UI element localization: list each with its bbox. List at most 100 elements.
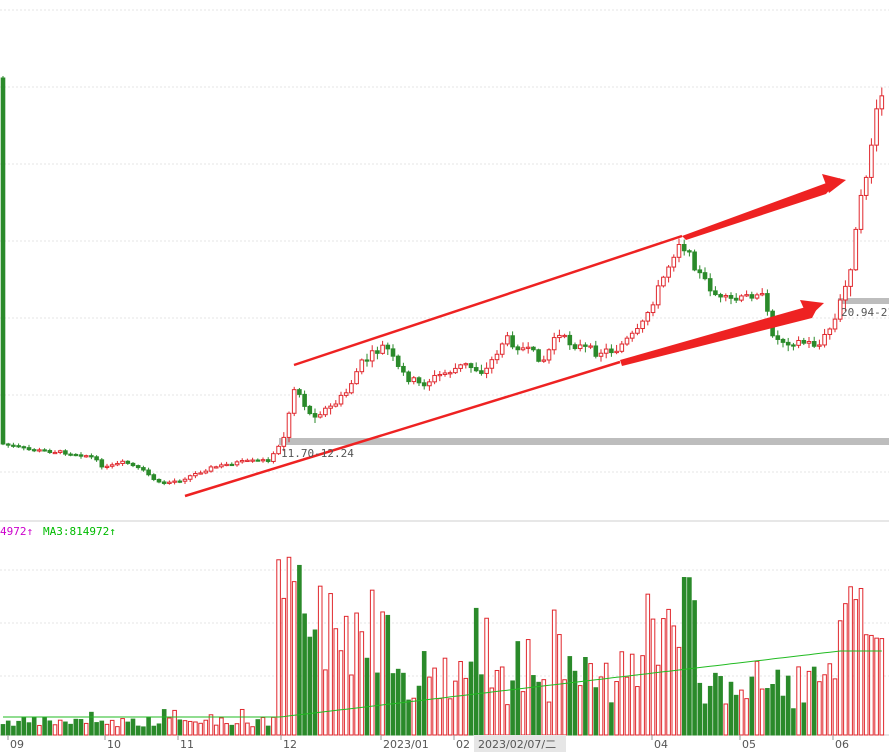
volume-bar [655, 664, 661, 736]
candle [468, 362, 474, 373]
candle [687, 249, 692, 257]
candle [832, 313, 838, 333]
candle [874, 99, 879, 152]
candle [442, 369, 448, 377]
volume-bar [557, 634, 562, 736]
candle [375, 346, 380, 360]
volume-bar [177, 719, 183, 736]
candle [567, 331, 573, 350]
volume-bar [276, 559, 281, 736]
volume-bar [853, 599, 859, 736]
channel-lower-line [184, 360, 621, 498]
candle [364, 353, 370, 367]
candle [333, 400, 339, 408]
volume-bar [650, 618, 656, 736]
volume-bar [863, 634, 869, 736]
candle [603, 343, 609, 359]
volume-bar [858, 587, 864, 736]
candle [806, 337, 812, 349]
volume-bar [193, 721, 198, 736]
candle [728, 292, 734, 305]
volume-bar [109, 719, 115, 736]
candle [343, 388, 349, 398]
candle [520, 342, 526, 352]
volume-bar [115, 726, 120, 736]
candle [297, 387, 302, 398]
candle [250, 457, 255, 463]
candle [853, 227, 859, 271]
volume-bar [432, 667, 437, 736]
volume-bar [47, 720, 53, 736]
volume-bar [323, 669, 328, 736]
volume-bar [349, 674, 354, 736]
candle [21, 445, 27, 451]
x-tick-label: 09 [10, 738, 24, 751]
x-tick-label: 2023/01 [383, 738, 429, 751]
volume-bar [713, 672, 718, 736]
candle [427, 378, 432, 391]
candle [749, 291, 755, 302]
candle [676, 238, 682, 263]
candle [187, 474, 193, 482]
candle [494, 350, 500, 364]
range-label-lower: 11.70-12.24 [281, 447, 354, 460]
volume-bar [791, 708, 796, 736]
candle [692, 249, 697, 272]
candle [775, 330, 781, 345]
volume-bar [359, 631, 365, 736]
volume-bar [151, 725, 157, 736]
volume-bar [458, 661, 463, 736]
support-band-lower [279, 438, 889, 445]
volume-bar [624, 676, 630, 736]
breakout-arrow-lower [620, 303, 820, 366]
candle [109, 462, 115, 469]
candle [863, 175, 869, 200]
volume-bar [291, 581, 297, 736]
volume-bar [489, 687, 495, 736]
volume-bar [505, 704, 510, 736]
volume-bar [874, 637, 879, 736]
candle [593, 340, 599, 359]
candle [219, 462, 224, 469]
candle [780, 337, 786, 348]
volume-bar [146, 717, 151, 736]
volume-bar [31, 716, 37, 736]
volume-bar [68, 723, 73, 736]
candle [115, 460, 120, 467]
candle [759, 288, 765, 297]
volume-bar [125, 721, 131, 736]
volume-bar [572, 670, 578, 736]
candle [827, 327, 833, 340]
volume-bar [733, 694, 739, 736]
candle [120, 459, 125, 466]
volume-bar [837, 620, 843, 736]
volume-bar [536, 681, 541, 736]
volume-bar [822, 674, 827, 736]
candle [843, 280, 848, 312]
volume-bar [723, 703, 729, 736]
candle [385, 342, 391, 355]
volume-bar [728, 681, 734, 736]
candle [271, 451, 276, 464]
candle [577, 339, 583, 352]
volume-bar [250, 726, 255, 736]
volume-bar [260, 717, 266, 736]
candle [401, 362, 406, 376]
candle [151, 473, 157, 482]
candle [645, 311, 651, 326]
candle [125, 460, 131, 465]
candle [723, 293, 729, 302]
candle [239, 458, 245, 464]
volume-bar [224, 723, 229, 736]
candle [286, 411, 292, 443]
candle [359, 358, 365, 375]
volume-bar [702, 703, 708, 736]
volume-bar [754, 660, 760, 736]
candle [473, 362, 479, 373]
candle [406, 370, 411, 385]
candle [572, 342, 578, 351]
volume-bar [645, 593, 651, 736]
candle [666, 264, 671, 283]
candle [302, 390, 307, 411]
